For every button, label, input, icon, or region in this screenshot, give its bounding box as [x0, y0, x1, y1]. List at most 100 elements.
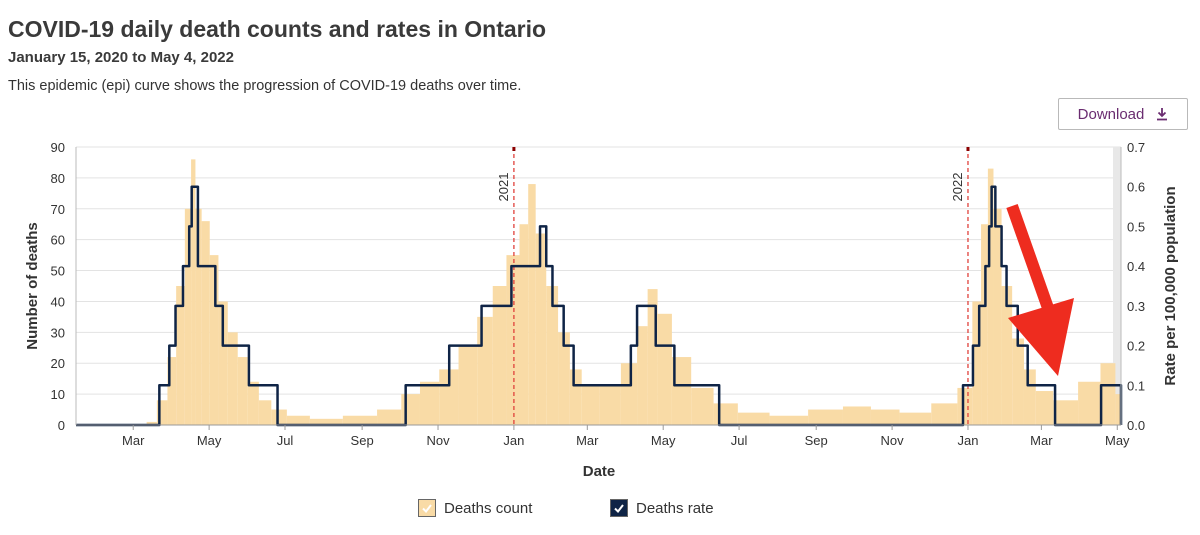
y-tick-label: 0	[58, 418, 65, 433]
y-tick-label: 80	[51, 171, 65, 186]
x-tick-label: May	[651, 433, 676, 448]
count-bar	[599, 384, 621, 425]
y2-axis-label: Rate per 100,000 population	[1162, 186, 1179, 385]
count-bar	[581, 384, 600, 425]
count-bar	[506, 255, 520, 425]
count-bar	[528, 184, 536, 425]
x-tick-label: Jul	[277, 433, 294, 448]
count-bar	[535, 233, 547, 425]
red-arrow-annotation	[1006, 204, 1074, 376]
count-bar	[201, 221, 210, 425]
count-bar	[1001, 286, 1013, 425]
y2-tick-label: 0.6	[1127, 180, 1145, 195]
count-bar	[401, 394, 420, 425]
count-bar	[769, 415, 809, 425]
count-bar	[492, 286, 507, 425]
legend-deaths-count[interactable]: Deaths count	[418, 499, 532, 517]
y2-tick-label: 0.3	[1127, 299, 1145, 314]
count-bar	[647, 289, 658, 425]
y-tick-label: 40	[51, 294, 65, 309]
count-bar	[987, 168, 994, 425]
download-icon	[1157, 108, 1168, 121]
y2-tick-label: 0.0	[1127, 418, 1145, 433]
checkmark-icon	[614, 504, 624, 514]
count-bar	[1115, 394, 1121, 425]
x-tick-label: May	[1105, 433, 1130, 448]
count-bar	[671, 357, 692, 425]
x-tick-label: Mar	[576, 433, 599, 448]
download-button[interactable]: Download	[1058, 98, 1188, 130]
count-bar	[981, 224, 988, 425]
count-bar	[931, 403, 958, 425]
count-bar	[546, 286, 559, 425]
count-bar	[713, 403, 738, 425]
y-tick-label: 50	[51, 264, 65, 279]
y-tick-label: 20	[51, 356, 65, 371]
y-tick-label: 60	[51, 233, 65, 248]
y2-axis-tick-labels: 0.0 0.1 0.2 0.3 0.4 0.5 0.6 0.7	[1127, 140, 1145, 433]
count-bar	[899, 412, 932, 425]
x-tick-label: Mar	[122, 433, 145, 448]
count-bar	[558, 332, 570, 425]
count-bar	[1100, 363, 1116, 425]
x-tick-label: Jan	[503, 433, 524, 448]
count-bar	[209, 255, 219, 425]
count-bar	[691, 387, 714, 425]
y-tick-label: 90	[51, 140, 65, 155]
count-bar	[419, 381, 440, 425]
x-tick-label: Nov	[426, 433, 450, 448]
count-bar	[237, 357, 248, 425]
deaths-count-bars	[146, 159, 1121, 425]
count-bar	[191, 159, 196, 425]
count-bar	[342, 415, 378, 425]
year-marker-label: 2022	[950, 173, 965, 202]
year-markers: 2021 2022	[496, 147, 970, 425]
y2-tick-label: 0.4	[1127, 259, 1145, 274]
count-bar	[477, 316, 493, 425]
count-bar	[620, 363, 638, 425]
legend-deaths-rate[interactable]: Deaths rate	[610, 499, 714, 517]
count-bar	[657, 313, 672, 425]
count-bar	[167, 357, 177, 425]
count-bar	[737, 412, 770, 425]
count-bar	[870, 409, 900, 425]
count-bar	[1078, 381, 1101, 425]
y-tick-label: 70	[51, 202, 65, 217]
count-bar	[808, 409, 843, 425]
legend-count-label: Deaths count	[444, 499, 533, 517]
checkmark-icon	[422, 504, 432, 514]
y-tick-label: 30	[51, 325, 65, 340]
year-marker-label: 2021	[496, 173, 511, 202]
chart-description: This epidemic (epi) curve shows the prog…	[8, 78, 522, 94]
count-bar	[309, 418, 343, 425]
download-label: Download	[1077, 105, 1145, 123]
count-bar	[1053, 400, 1079, 425]
count-bar	[569, 369, 582, 425]
count-bar	[377, 409, 402, 425]
legend-rate-label: Deaths rate	[636, 499, 714, 517]
count-bar	[227, 332, 238, 425]
count-bar	[957, 387, 973, 425]
count-bar	[218, 301, 228, 425]
count-bar	[972, 301, 982, 425]
y2-tick-label: 0.2	[1127, 339, 1145, 354]
y2-tick-label: 0.5	[1127, 219, 1145, 234]
deaths-rate-line	[76, 185, 1123, 427]
y2-tick-label: 0.7	[1127, 140, 1145, 155]
chart-title: COVID-19 daily death counts and rates in…	[8, 16, 547, 42]
x-tick-label: Jul	[731, 433, 748, 448]
x-tick-label: May	[197, 433, 222, 448]
count-bar	[176, 286, 185, 425]
legend-rate-swatch	[610, 499, 628, 517]
count-bar	[156, 400, 168, 425]
count-bar	[286, 415, 310, 425]
y-axis-tick-labels: 0 10 20 30 40 50 60 70 80 90	[51, 140, 65, 433]
y-axis-label: Number of deaths	[24, 222, 41, 350]
count-bar	[247, 381, 259, 425]
count-bar	[271, 409, 287, 425]
count-bar	[1012, 338, 1024, 425]
chart-axes	[75, 147, 1122, 426]
year-marker-cap	[966, 147, 970, 151]
count-bar	[258, 400, 272, 425]
